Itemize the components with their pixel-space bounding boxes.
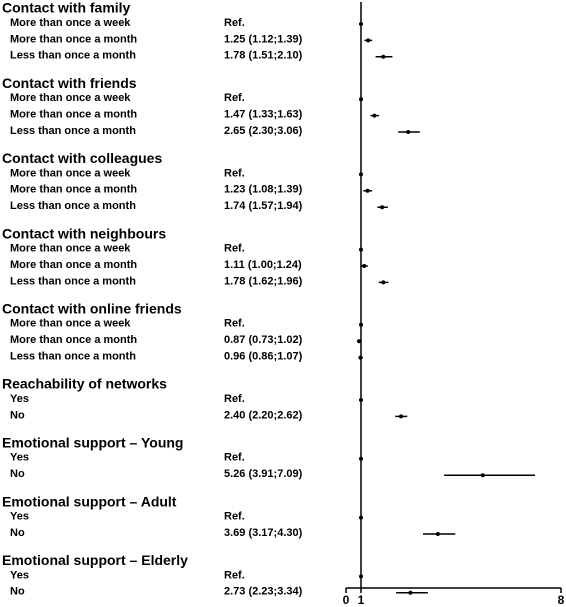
estimate-point [372, 113, 377, 118]
group-label: Contact with friends [2, 75, 137, 91]
group-label: Emotional support – Adult [2, 493, 177, 509]
row-label: No [10, 586, 25, 598]
row-label: More than once a week [10, 243, 131, 255]
row-label: More than once a week [10, 92, 131, 104]
row-label: Less than once a month [10, 275, 136, 287]
estimate-point [357, 339, 362, 344]
estimate-point [408, 590, 413, 595]
row-label: More than once a month [10, 184, 137, 196]
row-label: No [10, 468, 25, 480]
estimate-text: 1.11 (1.00;1.24) [224, 259, 302, 271]
row-label: No [10, 527, 25, 539]
estimate-point [399, 414, 403, 419]
estimate-point [362, 264, 367, 268]
estimate-point [381, 54, 386, 59]
group-label: Contact with neighbours [2, 225, 166, 241]
estimate-text: 1.74 (1.57;1.94) [224, 200, 303, 212]
row-label: No [10, 409, 25, 421]
estimate-text: Ref. [224, 243, 245, 255]
estimate-text: 3.69 (3.17;4.30) [224, 527, 303, 539]
estimate-point [381, 280, 386, 285]
estimate-point [406, 130, 411, 134]
estimate-text: 1.25 (1.12;1.39) [224, 33, 303, 45]
estimate-text: 1.78 (1.62;1.96) [224, 275, 303, 287]
estimate-point [435, 532, 440, 536]
estimate-text: 1.47 (1.33;1.63) [224, 109, 303, 121]
estimate-text: 2.40 (2.20;2.62) [224, 409, 303, 421]
row-label: Less than once a month [10, 50, 136, 62]
row-label: Less than once a month [10, 200, 136, 212]
row-label: Yes [10, 393, 29, 405]
estimate-point [365, 188, 370, 193]
estimate-point [366, 38, 371, 43]
estimate-point [380, 205, 385, 210]
row-label: Yes [10, 511, 29, 523]
group-label: Emotional support – Young [2, 435, 183, 451]
row-label: Yes [10, 452, 29, 464]
x-tick-label: 8 [558, 593, 565, 607]
estimate-text: 5.26 (3.91;7.09) [224, 468, 303, 480]
x-tick-label: 1 [358, 593, 365, 607]
row-label: Yes [10, 569, 29, 581]
estimate-text: 2.73 (2.23;3.34) [224, 586, 303, 598]
estimate-text: Ref. [224, 92, 245, 104]
estimate-text: 0.87 (0.73;1.02) [224, 334, 303, 346]
row-label: More than once a month [10, 109, 137, 121]
group-label: Contact with family [2, 0, 131, 16]
row-label: More than once a week [10, 17, 131, 29]
estimate-text: Ref. [224, 511, 245, 523]
group-label: Contact with online friends [2, 301, 182, 317]
estimate-text: Ref. [224, 569, 245, 581]
estimate-text: Ref. [224, 393, 245, 405]
group-label: Contact with colleagues [2, 150, 162, 166]
row-label: More than once a week [10, 318, 131, 330]
estimate-text: 1.23 (1.08;1.39) [224, 184, 303, 196]
x-tick-label: 0 [343, 593, 350, 607]
estimate-text: 0.96 (0.86;1.07) [224, 351, 303, 363]
estimate-text: Ref. [224, 17, 245, 29]
estimate-point [480, 473, 485, 478]
estimate-text: 2.65 (2.30;3.06) [224, 125, 303, 137]
row-label: More than once a week [10, 167, 131, 179]
estimate-text: Ref. [224, 318, 245, 330]
group-label: Reachability of networks [2, 376, 167, 392]
row-label: More than once a month [10, 33, 137, 45]
group-label: Emotional support – Elderly [2, 552, 188, 568]
row-label: Less than once a month [10, 125, 136, 137]
marks-layer [356, 22, 535, 595]
row-label: More than once a month [10, 259, 137, 271]
row-label: Less than once a month [10, 351, 136, 363]
estimate-text: Ref. [224, 167, 245, 179]
estimate-text: Ref. [224, 452, 245, 464]
row-label: More than once a month [10, 334, 137, 346]
estimate-text: 1.78 (1.51;2.10) [224, 50, 303, 62]
